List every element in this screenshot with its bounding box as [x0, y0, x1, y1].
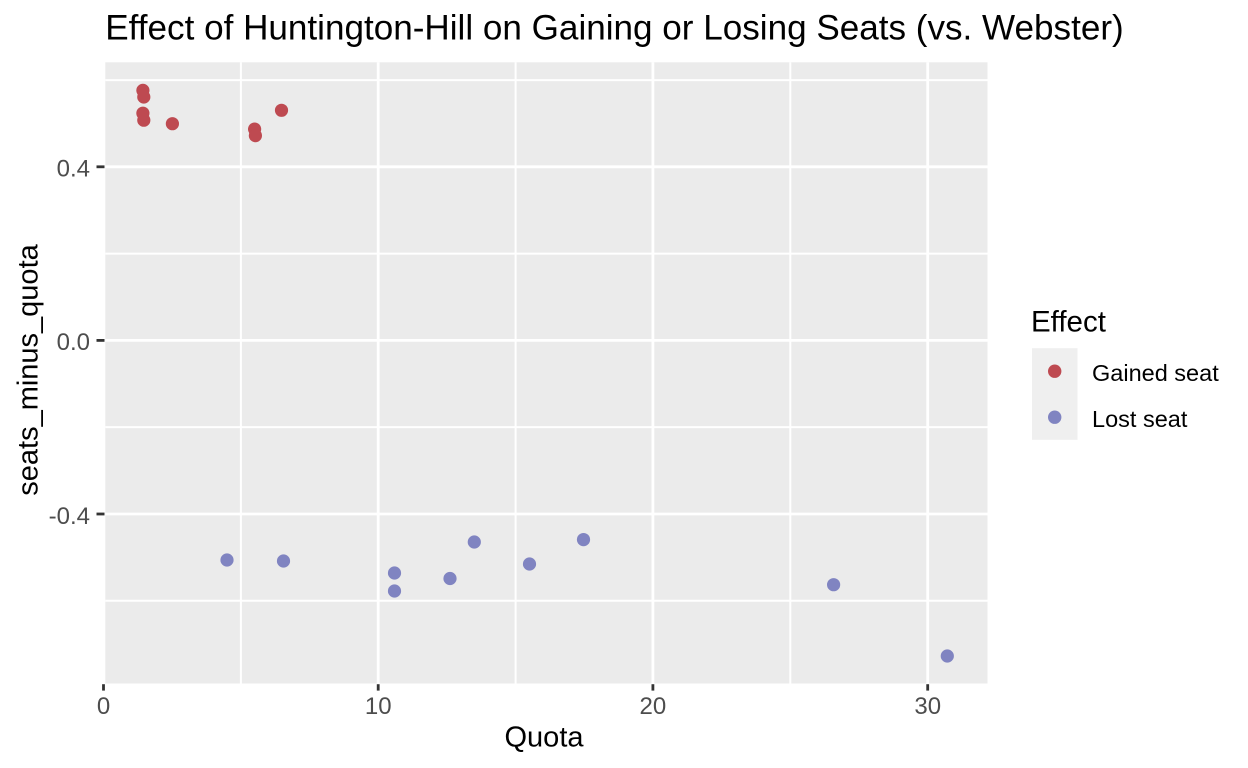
- svg-text:Quota: Quota: [505, 722, 585, 754]
- svg-text:Lost seat: Lost seat: [1092, 406, 1188, 432]
- svg-text:Effect of Huntington-Hill on G: Effect of Huntington-Hill on Gaining or …: [105, 8, 1123, 47]
- svg-text:0: 0: [97, 693, 110, 720]
- svg-text:0.0: 0.0: [57, 329, 90, 356]
- svg-text:30: 30: [914, 693, 941, 720]
- svg-text:20: 20: [640, 693, 667, 720]
- svg-text:seats_minus_quota: seats_minus_quota: [13, 243, 45, 495]
- svg-text:Gained seat: Gained seat: [1092, 360, 1219, 386]
- svg-text:Effect: Effect: [1031, 306, 1106, 339]
- svg-text:-0.4: -0.4: [49, 503, 90, 530]
- svg-text:10: 10: [365, 693, 392, 720]
- svg-text:0.4: 0.4: [57, 156, 90, 183]
